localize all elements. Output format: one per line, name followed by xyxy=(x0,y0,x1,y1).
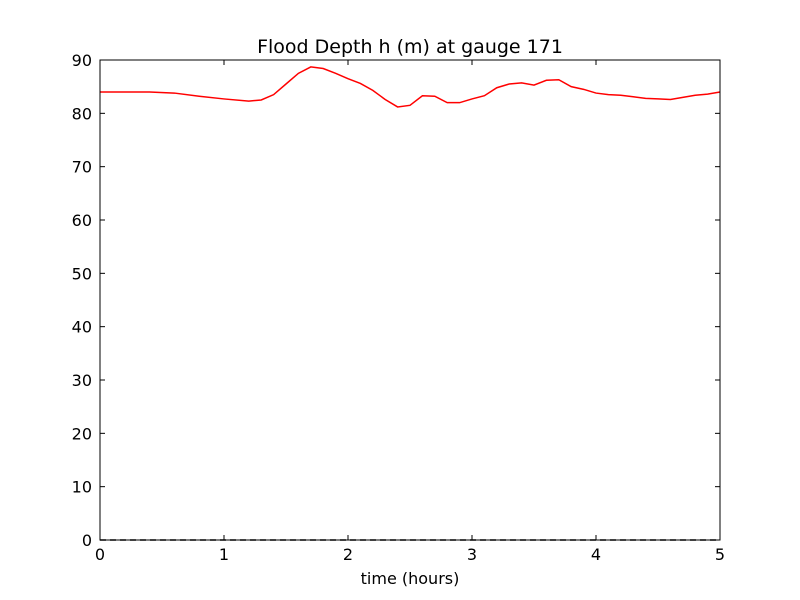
y-tick-label: 70 xyxy=(72,158,92,177)
x-tick-label: 2 xyxy=(343,545,353,564)
x-tick-label: 0 xyxy=(95,545,105,564)
x-tick-label: 1 xyxy=(219,545,229,564)
y-tick-label: 80 xyxy=(72,104,92,123)
y-tick-label: 20 xyxy=(72,424,92,443)
x-tick-label: 5 xyxy=(715,545,725,564)
line-series xyxy=(100,66,721,108)
y-tick-label: 0 xyxy=(82,531,92,550)
y-tick-label: 90 xyxy=(72,51,92,70)
chart-title: Flood Depth h (m) at gauge 171 xyxy=(257,36,563,58)
x-tick-label: 4 xyxy=(591,545,601,564)
y-tick-label: 30 xyxy=(72,371,92,390)
x-axis-label: time (hours) xyxy=(361,569,460,588)
y-tick-label: 60 xyxy=(72,211,92,230)
y-tick-label: 50 xyxy=(72,264,92,283)
plot-frame xyxy=(99,59,721,541)
y-tick-label: 40 xyxy=(72,318,92,337)
x-tick-label: 3 xyxy=(467,545,477,564)
y-tick-label: 10 xyxy=(72,478,92,497)
